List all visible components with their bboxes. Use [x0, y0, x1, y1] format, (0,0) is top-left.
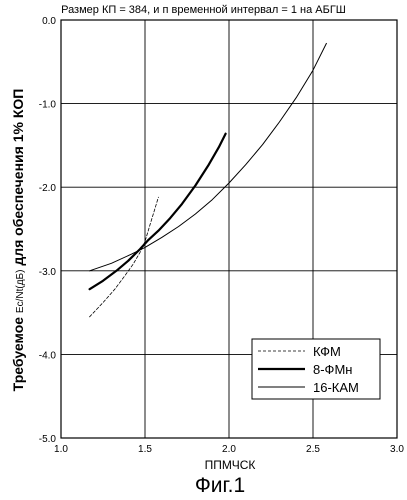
y-axis-label-part-2: для обеспечения 1% КОП [10, 89, 26, 270]
y-tick-label: -5.0 [39, 434, 57, 445]
figure-caption: Фиг.1 [150, 474, 290, 498]
y-tick-label: -2.0 [39, 183, 57, 194]
series-line-2 [90, 134, 226, 290]
x-axis-label: ППМЧСК [150, 458, 310, 472]
y-axis-label-unit: Ec/Nt(дБ) [15, 270, 26, 314]
series-layer [90, 43, 327, 316]
y-tick-label: -3.0 [39, 267, 57, 278]
y-axis-label-wrap: Требуемое Ec/Nt(дБ) для обеспечения 1% К… [3, 30, 33, 450]
x-tick-label: 3.0 [390, 444, 404, 455]
x-tick-label: 1.5 [138, 444, 152, 455]
y-tick-label: -1.0 [39, 100, 57, 111]
legend-label-3: 16-КАМ [313, 380, 359, 395]
y-axis-label: Требуемое Ec/Nt(дБ) для обеспечения 1% К… [10, 89, 26, 392]
legend-label-2: 8-ФМн [313, 362, 352, 377]
x-tick-label: 1.0 [54, 444, 68, 455]
x-tick-label: 2.0 [222, 444, 236, 455]
x-tick-label: 2.5 [306, 444, 320, 455]
series-line-3 [90, 43, 327, 270]
y-axis-label-part-1: Требуемое [10, 313, 26, 391]
y-tick-label: -4.0 [39, 350, 57, 361]
legend: КФМ 8-ФМн 16-КАМ [252, 339, 380, 399]
legend-label-1: КФМ [313, 344, 341, 359]
y-tick-label: 0.0 [42, 16, 56, 27]
series-line-1 [90, 197, 159, 317]
